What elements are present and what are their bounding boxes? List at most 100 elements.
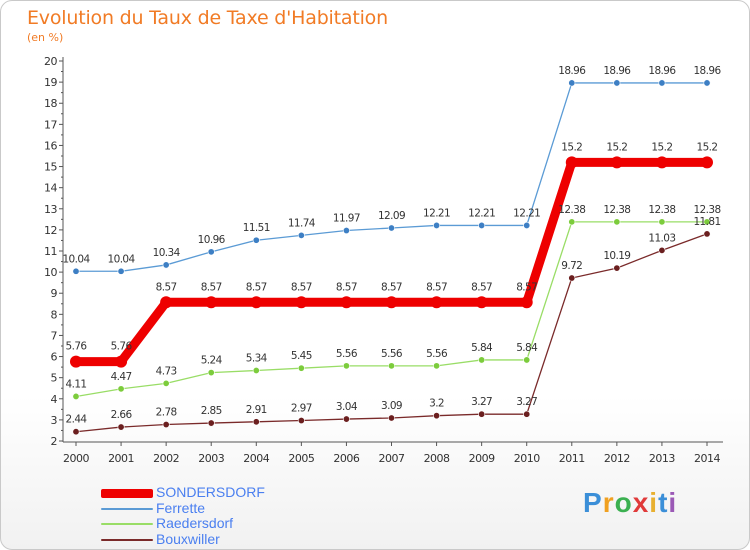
y-tick-label: 9 — [51, 287, 58, 300]
data-label-ferrette: 10.04 — [62, 253, 90, 265]
y-tick-label: 11 — [44, 245, 57, 258]
data-label-bouxwiller: 11.03 — [648, 232, 675, 244]
x-tick-label: 2000 — [63, 452, 89, 465]
data-label-bouxwiller: 2.97 — [291, 403, 312, 415]
legend-swatch — [101, 507, 153, 510]
data-label-ferrette: 18.96 — [558, 65, 586, 77]
data-point-bouxwiller — [613, 264, 621, 272]
data-label-bouxwiller: 3.09 — [381, 400, 402, 412]
proxiti-logo: Proxiti — [583, 487, 677, 519]
logo-letter: r — [602, 487, 615, 518]
x-tick-label: 2001 — [108, 452, 134, 465]
data-point-ferrette — [162, 261, 170, 269]
data-label-raedersdorf: 5.56 — [336, 348, 358, 360]
data-point-sondersdorf — [70, 355, 82, 368]
series-line-ferrette — [76, 82, 707, 272]
data-label-sondersdorf: 15.2 — [697, 141, 718, 153]
line-chart: 2 3 4 5 6 7 8 9 10 11 12 13 14 15 16 17 18 19 20 2000 2001 20… — [44, 55, 723, 465]
data-label-bouxwiller: 2.85 — [201, 405, 222, 417]
x-tick-label: 2012 — [604, 452, 630, 465]
data-point-bouxwiller — [703, 230, 711, 238]
data-label-sondersdorf: 8.57 — [336, 281, 357, 293]
data-point-sondersdorf — [655, 156, 668, 169]
data-label-raedersdorf: 5.84 — [516, 342, 538, 354]
data-label-bouxwiller: 3.27 — [516, 396, 537, 408]
y-tick-label: 8 — [51, 308, 58, 321]
legend-label: SONDERSDORF — [156, 484, 265, 500]
data-label-raedersdorf: 4.11 — [66, 378, 87, 390]
data-label-bouxwiller: 3.27 — [471, 396, 492, 408]
data-point-bouxwiller — [117, 423, 125, 431]
data-point-raedersdorf — [523, 356, 531, 364]
data-point-bouxwiller — [72, 428, 80, 436]
data-point-bouxwiller — [387, 414, 395, 422]
data-point-bouxwiller — [252, 418, 260, 426]
data-label-ferrette: 11.97 — [333, 213, 360, 225]
y-tick-label: 12 — [44, 224, 57, 237]
data-label-sondersdorf: 15.2 — [606, 141, 627, 153]
y-tick-label: 16 — [44, 139, 57, 152]
legend-swatch — [101, 538, 153, 541]
data-point-sondersdorf — [160, 296, 173, 309]
logo-letter: t — [658, 487, 669, 518]
y-tick-label: 5 — [51, 372, 58, 385]
chart-legend: SONDERSDORF Ferrette Raedersdorf Bouxwiller — [101, 485, 321, 547]
data-point-raedersdorf — [342, 362, 350, 370]
data-point-sondersdorf — [475, 296, 488, 309]
data-label-raedersdorf: 12.38 — [558, 204, 585, 216]
data-point-sondersdorf — [520, 296, 533, 309]
data-point-ferrette — [297, 231, 305, 239]
data-point-bouxwiller — [658, 246, 666, 254]
chart-title: Evolution du Taux de Taxe d'Habitation — [27, 7, 388, 29]
data-label-bouxwiller: 9.72 — [561, 260, 582, 272]
data-point-sondersdorf — [250, 296, 263, 309]
x-tick-label: 2008 — [424, 452, 450, 465]
chart-unit: (en %) — [27, 31, 64, 44]
data-point-sondersdorf — [610, 156, 623, 169]
data-point-ferrette — [387, 224, 395, 232]
data-label-bouxwiller: 2.66 — [111, 409, 133, 421]
data-point-bouxwiller — [342, 415, 350, 423]
x-tick-label: 2010 — [514, 452, 540, 465]
data-point-raedersdorf — [433, 362, 441, 370]
data-label-sondersdorf: 8.57 — [381, 281, 402, 293]
data-point-raedersdorf — [568, 218, 576, 226]
y-tick-label: 7 — [51, 329, 58, 342]
data-point-ferrette — [478, 221, 486, 229]
data-point-sondersdorf — [430, 296, 443, 309]
data-label-ferrette: 12.21 — [423, 207, 450, 219]
x-tick-label: 2003 — [198, 452, 224, 465]
data-point-raedersdorf — [297, 364, 305, 372]
legend-label: Bouxwiller — [156, 530, 220, 547]
x-tick-label: 2006 — [333, 452, 359, 465]
data-label-ferrette: 12.09 — [378, 210, 405, 222]
data-point-ferrette — [568, 79, 576, 87]
data-point-bouxwiller — [207, 419, 215, 427]
data-label-sondersdorf: 8.57 — [426, 281, 447, 293]
data-label-ferrette: 18.96 — [693, 65, 721, 77]
data-label-sondersdorf: 8.57 — [201, 281, 222, 293]
data-label-sondersdorf: 15.2 — [561, 141, 582, 153]
data-label-raedersdorf: 5.45 — [291, 350, 312, 362]
data-label-raedersdorf: 12.38 — [693, 204, 720, 216]
data-label-sondersdorf: 8.57 — [291, 281, 312, 293]
data-point-raedersdorf — [613, 218, 621, 226]
data-point-ferrette — [613, 79, 621, 87]
data-label-bouxwiller: 2.91 — [246, 404, 267, 416]
y-tick-label: 13 — [44, 203, 57, 216]
data-label-bouxwiller: 2.44 — [66, 414, 88, 426]
x-tick-label: 2009 — [469, 452, 495, 465]
x-tick-label: 2002 — [153, 452, 179, 465]
logo-letter: i — [649, 487, 659, 518]
data-label-ferrette: 18.96 — [603, 65, 631, 77]
x-tick-label: 2007 — [379, 452, 405, 465]
data-point-bouxwiller — [162, 421, 170, 429]
data-label-sondersdorf: 8.57 — [156, 281, 177, 293]
data-label-sondersdorf: 5.76 — [111, 341, 133, 353]
legend-item: Ferrette — [101, 500, 321, 517]
data-point-raedersdorf — [117, 385, 125, 393]
data-label-bouxwiller: 11.81 — [693, 216, 720, 228]
data-label-ferrette: 11.51 — [243, 222, 270, 234]
data-point-raedersdorf — [72, 392, 80, 400]
